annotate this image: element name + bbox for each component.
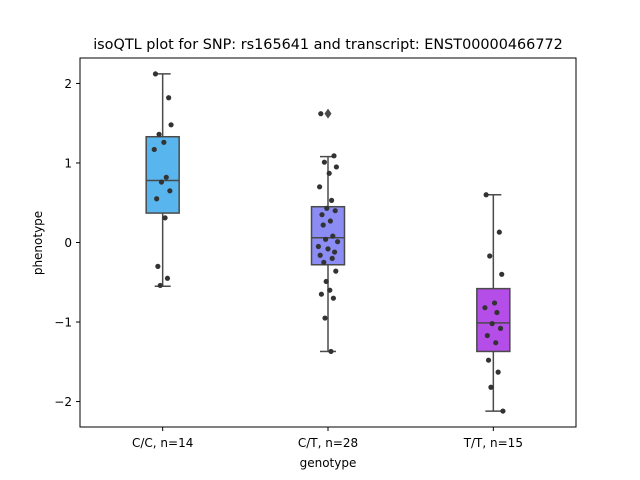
data-point xyxy=(321,159,327,165)
y-tick-label: −2 xyxy=(54,395,72,409)
y-tick-label: 2 xyxy=(64,77,72,91)
data-point xyxy=(321,259,327,265)
data-point xyxy=(494,309,500,316)
data-point xyxy=(488,384,494,390)
data-point xyxy=(158,179,165,185)
box-group xyxy=(145,71,180,289)
data-point xyxy=(328,348,334,355)
plot-area xyxy=(145,71,511,414)
chart-title: isoQTL plot for SNP: rs165641 and transc… xyxy=(93,37,563,53)
data-point xyxy=(333,164,339,170)
data-point xyxy=(493,340,499,346)
data-point xyxy=(154,196,160,202)
data-point xyxy=(155,263,161,269)
data-point xyxy=(330,295,336,301)
box-group xyxy=(310,108,346,355)
data-point xyxy=(325,246,331,252)
data-point xyxy=(315,243,321,250)
data-point xyxy=(323,278,329,285)
data-point xyxy=(332,249,338,255)
data-point xyxy=(327,287,333,293)
y-axis-label: phenotype xyxy=(31,211,45,275)
data-point xyxy=(335,239,341,245)
data-point xyxy=(324,205,330,211)
data-point xyxy=(317,184,323,190)
data-point xyxy=(157,282,163,289)
data-point xyxy=(329,197,335,203)
data-point xyxy=(489,321,495,327)
data-point xyxy=(318,291,324,297)
data-point xyxy=(500,408,506,414)
data-point xyxy=(161,139,167,145)
data-point xyxy=(491,300,498,306)
data-point xyxy=(152,71,159,77)
iqr-box xyxy=(310,205,346,266)
data-point xyxy=(484,332,490,339)
data-point xyxy=(483,192,489,198)
data-point xyxy=(164,275,171,281)
data-point xyxy=(330,233,336,239)
y-tick-label: 1 xyxy=(64,156,72,170)
y-tick-label: −1 xyxy=(54,316,72,330)
iqr-box xyxy=(476,287,511,353)
x-tick-label: T/T, n=15 xyxy=(463,436,523,450)
x-axis: C/C, n=14 C/T, n=28 T/T, n=15 xyxy=(132,427,523,450)
data-point xyxy=(156,131,162,137)
data-point xyxy=(482,305,488,311)
data-point xyxy=(167,188,173,194)
data-point xyxy=(326,170,332,176)
data-point xyxy=(323,236,329,242)
data-point xyxy=(163,174,169,180)
data-point xyxy=(327,218,333,224)
data-point xyxy=(168,122,174,128)
outlier-marker xyxy=(324,108,332,119)
x-tick-label: C/T, n=28 xyxy=(298,436,358,450)
data-point xyxy=(320,222,326,228)
data-point xyxy=(495,369,501,375)
y-axis: −2 −1 0 1 2 xyxy=(54,77,80,409)
data-point xyxy=(322,315,328,321)
data-point xyxy=(332,208,338,214)
data-point xyxy=(319,212,325,218)
data-point xyxy=(487,253,493,259)
data-point xyxy=(162,215,168,221)
data-point xyxy=(496,229,502,235)
data-point xyxy=(331,153,337,159)
y-tick-label: 0 xyxy=(64,236,72,250)
data-point xyxy=(499,271,505,277)
x-tick-label: C/C, n=14 xyxy=(132,436,193,450)
box-group xyxy=(476,192,511,414)
data-point xyxy=(497,325,504,331)
iqr-box xyxy=(145,135,180,214)
data-point xyxy=(333,268,339,274)
data-point xyxy=(317,252,323,258)
data-point xyxy=(318,111,324,117)
data-point xyxy=(485,357,492,363)
data-point xyxy=(166,95,172,101)
data-point xyxy=(329,255,335,262)
data-point xyxy=(151,146,157,153)
x-axis-label: genotype xyxy=(300,456,357,470)
